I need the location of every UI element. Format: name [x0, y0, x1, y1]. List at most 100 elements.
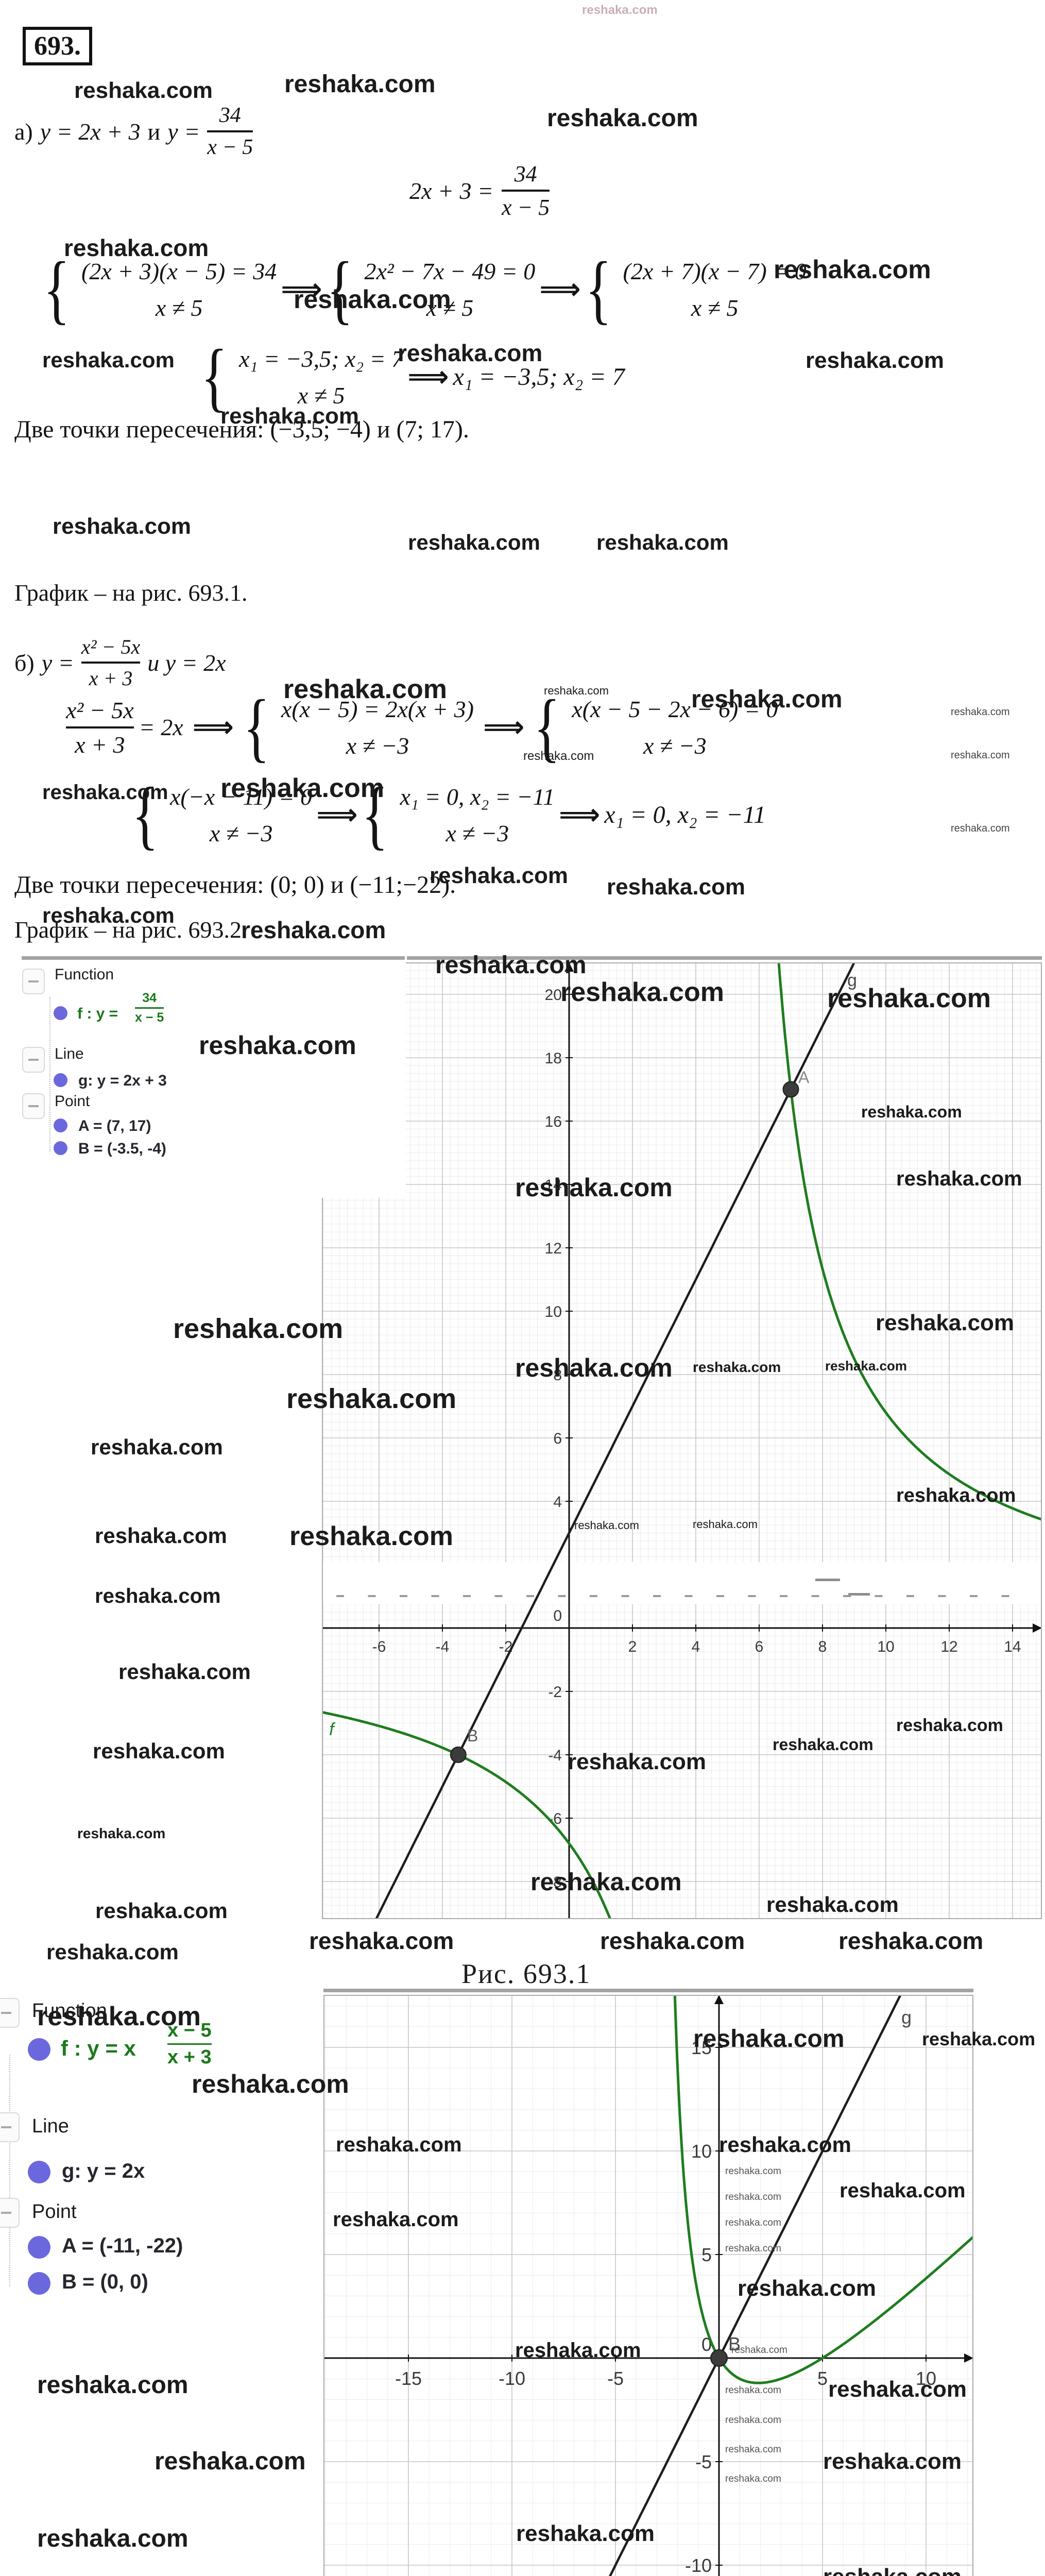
legend-dot-B [54, 1141, 67, 1155]
fig1-top-border [22, 956, 405, 960]
collapse-line-icon [0, 2112, 20, 2142]
legend-f-fraction: 34 x − 5 [135, 991, 164, 1025]
y-tick-label: -4 [548, 1747, 562, 1764]
artifact-dash [684, 1595, 693, 1597]
artifact-dash [368, 1595, 376, 1597]
y-tick-label: 10 [691, 2141, 712, 2162]
canvas-border [322, 962, 1042, 1919]
watermark: reshaka.com [951, 823, 1010, 834]
artifact-dash [780, 1595, 787, 1597]
fig1-algebra-panel: Function f : y = 34 x − 5 Line g: y = 2x … [21, 960, 406, 1198]
watermark: reshaka.com [241, 917, 386, 943]
point-B [450, 1747, 467, 1763]
y-tick-label: -8 [548, 1874, 562, 1891]
watermark: reshaka.com [582, 3, 658, 17]
point-A [782, 1081, 799, 1098]
eq-b-display: x² − 5x x + 3 = 2x ⟹ { x(x − 5) = 2x(x + … [66, 684, 778, 770]
artifact-dash [621, 1595, 629, 1597]
artifact-dash [590, 1595, 597, 1597]
implies-arrow: ⟹ [281, 273, 322, 307]
watermark: reshaka.com [408, 530, 540, 554]
x-tick-label: 10 [877, 1638, 894, 1655]
watermark: reshaka.com [333, 2208, 459, 2231]
legend-point-B: B = (0, 0) [62, 2270, 148, 2293]
watermark: reshaka.com [220, 403, 359, 429]
eq-a-result: x₁ = −3,5; x₂ = 7 [453, 363, 625, 391]
point-B [710, 2349, 728, 2367]
artifact-dash [463, 1595, 471, 1597]
watermark: reshaka.com [286, 1383, 457, 1414]
artifact-band [322, 1562, 1042, 1604]
legend-function-header: Function [55, 966, 114, 983]
curve-g [374, 962, 856, 1919]
tree-line [9, 2055, 10, 2286]
collapse-line-icon [22, 1047, 45, 1073]
watermark: reshaka.com [37, 2525, 189, 2552]
y-tick-label: 6 [553, 1430, 562, 1447]
y-tick-label: -2 [548, 1684, 562, 1701]
watermark: reshaka.com [516, 2521, 655, 2546]
y-tick-label: 8 [553, 1367, 562, 1384]
x-tick-label: -15 [395, 2368, 422, 2389]
eq-a-conj: и [147, 118, 161, 145]
artifact-dash [526, 1595, 534, 1597]
curve-label-g: g [847, 971, 857, 990]
artifact-dash [558, 1595, 566, 1597]
implies-arrow: ⟹ [407, 360, 449, 394]
y-tick-label: 16 [545, 1113, 562, 1130]
watermark: reshaka.com [600, 1927, 745, 1954]
legend-dot-B [28, 2272, 50, 2295]
watermark: reshaka.com [95, 1585, 221, 1607]
watermark: reshaka.com [95, 1523, 227, 1548]
artifact-dash [431, 1595, 439, 1597]
legend-dot-g [54, 1073, 67, 1087]
legend-g-equation: g: y = 2x [62, 2160, 145, 2182]
y-axis-arrow-icon [564, 962, 574, 972]
watermark: reshaka.com [64, 234, 209, 261]
watermark: reshaka.com [155, 2448, 306, 2475]
system: { x₁ = 0, x₂ = −11 x ≠ −3 [362, 772, 555, 857]
y-tick-label: 12 [545, 1240, 562, 1257]
system: { (2x + 3)(x − 5) = 34 x ≠ 5 [43, 246, 277, 332]
watermark: reshaka.com [95, 1899, 228, 1923]
legend-dot-f [54, 1006, 67, 1020]
watermark: reshaka.com [693, 1518, 758, 1531]
y-tick-label: -10 [685, 2555, 712, 2576]
legend-point-A: A = (7, 17) [78, 1117, 151, 1134]
watermark: reshaka.com [42, 348, 175, 372]
watermark: reshaka.com [951, 706, 1010, 718]
artifact-dash [815, 1579, 840, 1581]
artifact-dash [970, 1595, 978, 1597]
legend-g-equation: g: y = 2x + 3 [78, 1072, 167, 1089]
watermark: reshaka.com [574, 1519, 639, 1532]
canvas-border [323, 1995, 973, 2576]
watermark: reshaka.com [693, 2025, 845, 2053]
watermark: reshaka.com [896, 1167, 1022, 1190]
watermark: reshaka.com [693, 1359, 781, 1375]
artifact-dash [938, 1595, 946, 1597]
watermark: reshaka.com [896, 1716, 1003, 1735]
fraction: x² − 5x x + 3 [81, 635, 141, 690]
watermark: reshaka.com [596, 530, 729, 554]
legend-function-header: Function [32, 2000, 107, 2022]
watermark: reshaka.com [42, 781, 168, 804]
x-tick-label: 10 [916, 2368, 936, 2389]
watermark: reshaka.com [93, 1739, 225, 1763]
legend-line-header: Line [32, 2115, 69, 2137]
artifact-dash [748, 1595, 756, 1597]
conclusion-b: Две точки пересечения: (0; 0) и (−11;−22… [14, 871, 456, 899]
watermark: reshaka.com [309, 1927, 454, 1954]
watermark: reshaka.com [37, 2371, 189, 2399]
legend-point-B: B = (-3.5, -4) [78, 1140, 166, 1157]
problem-number: 693. [23, 27, 92, 65]
collapse-point-icon [0, 2198, 20, 2228]
watermark: reshaka.com [435, 952, 587, 979]
eq-a-given-2: y = [167, 118, 200, 145]
x-tick-label: -10 [499, 2368, 525, 2389]
eq-a-given: а) y = 2x + 3 и y = 34 x − 5 [14, 103, 253, 160]
watermark: reshaka.com [861, 1103, 962, 1121]
